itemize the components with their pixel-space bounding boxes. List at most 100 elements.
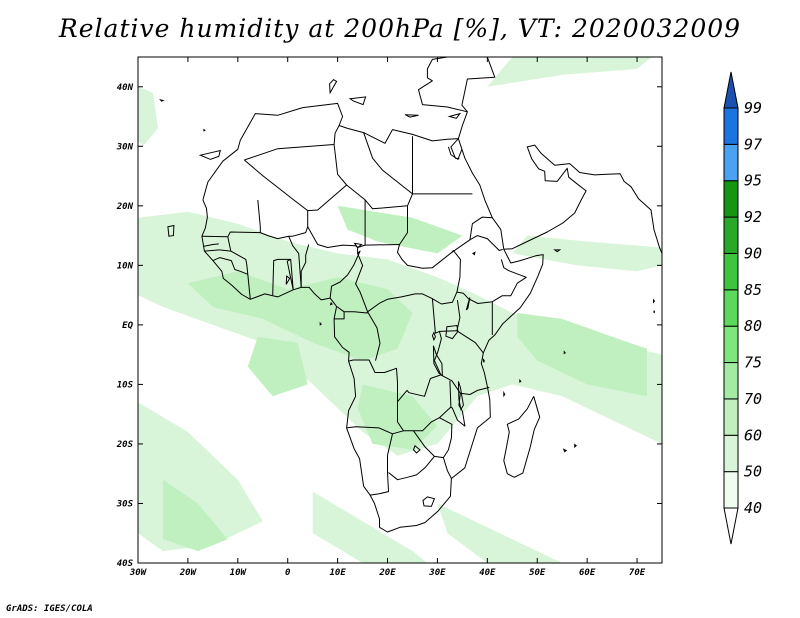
- coastline-or-border: [461, 57, 496, 113]
- colorbar-label: 50: [744, 463, 762, 481]
- colorbar-label: 85: [744, 281, 762, 299]
- colorbar-low-arrow: [723, 507, 739, 545]
- coastline-or-border: [451, 216, 493, 253]
- coastline-or-border: [370, 455, 389, 496]
- lon-tick-label: 10W: [230, 568, 248, 578]
- lake-outline: [472, 251, 476, 256]
- coastline-or-border: [202, 57, 468, 201]
- coastline-or-border: [456, 259, 527, 304]
- colorbar-label: 97: [744, 135, 762, 153]
- coastline-or-border: [227, 236, 251, 300]
- colorbar-label: 90: [744, 244, 762, 262]
- lat-tick-label: 20N: [116, 202, 134, 212]
- coastline-or-border: [439, 417, 453, 479]
- lake-outline: [412, 444, 421, 454]
- lon-tick-label: 40E: [479, 568, 496, 578]
- lon-tick-label: 70E: [629, 568, 646, 578]
- lake-outline: [445, 324, 459, 340]
- coastline-or-border: [201, 199, 544, 533]
- coastline-or-border: [355, 244, 400, 312]
- coastline-or-border: [431, 298, 442, 376]
- island-outline: [198, 149, 221, 160]
- island-outline: [503, 390, 506, 398]
- coastline-or-border: [503, 396, 541, 478]
- coastline-or-border: [204, 249, 220, 252]
- colorbar-label: 99: [744, 99, 762, 117]
- coastline-or-border: [203, 243, 219, 247]
- colorbar-segment: [723, 434, 739, 473]
- lon-tick-label: 30W: [129, 568, 148, 578]
- humidity-region: [487, 57, 652, 87]
- colorbar-label: 40: [744, 499, 762, 517]
- coastline-or-border: [440, 374, 490, 395]
- lon-tick-label: 10E: [329, 568, 346, 578]
- lat-tick-label: 30S: [116, 499, 134, 509]
- humidity-region: [517, 313, 647, 397]
- humidity-region: [512, 235, 662, 272]
- coastline-or-border: [363, 132, 413, 195]
- coastline-or-border: [334, 311, 345, 320]
- island-outline: [482, 357, 485, 363]
- colorbar-segment: [723, 398, 739, 436]
- coastline-or-border: [449, 380, 466, 427]
- lake-outline: [353, 242, 363, 249]
- lake-outline: [431, 331, 436, 342]
- colorbar-segment: [723, 216, 739, 254]
- coastline-or-border: [346, 426, 404, 435]
- lake-outline: [432, 345, 443, 377]
- humidity-region: [312, 491, 428, 563]
- lake-outline: [285, 275, 291, 285]
- island-outline: [553, 249, 562, 253]
- coastline-or-border: [387, 433, 393, 456]
- lat-tick-label: 40S: [117, 559, 134, 569]
- lake-outline: [422, 496, 436, 507]
- colorbar-label: 60: [744, 426, 762, 444]
- colorbar-label: 95: [744, 172, 762, 190]
- island-outline: [562, 448, 568, 453]
- island-outline: [203, 128, 206, 132]
- island-outline: [653, 298, 656, 304]
- island-outline: [519, 378, 522, 383]
- island-outline: [167, 224, 175, 237]
- coastline-or-border: [450, 138, 460, 160]
- island-outline: [159, 99, 165, 102]
- coastline-or-border: [286, 258, 294, 290]
- island-outline: [653, 310, 656, 314]
- colorbar-segment: [723, 362, 739, 400]
- colorbar: 40 50 60 70 75 80 85 90 92 95 97 99: [723, 71, 762, 545]
- humidity-region: [437, 503, 563, 563]
- island-outline: [329, 301, 333, 306]
- coastline-or-border: [272, 258, 294, 296]
- coastline-or-border: [329, 250, 361, 299]
- coastline-or-border: [212, 257, 248, 275]
- colorbar-segment: [723, 325, 739, 364]
- lat-tick-label: 10N: [117, 261, 134, 271]
- colorbar-label: 80: [744, 317, 762, 335]
- island-outline: [348, 96, 367, 106]
- coastline-or-border: [219, 249, 231, 252]
- coastline-or-border: [201, 199, 261, 238]
- humidity-region: [187, 271, 413, 361]
- coastline-or-border: [457, 138, 662, 254]
- island-outline: [574, 443, 578, 448]
- island-outline: [447, 112, 462, 119]
- coastline-or-border: [397, 401, 452, 432]
- lat-tick-label: 20S: [116, 440, 134, 450]
- humidity-region: [337, 205, 463, 254]
- coastline-or-border: [367, 205, 461, 313]
- colorbar-label: 70: [744, 390, 762, 408]
- lon-tick-label: 30E: [428, 568, 446, 578]
- colorbar-segment: [723, 143, 739, 182]
- coastline-or-border: [469, 235, 503, 251]
- lat-tick-label: 10S: [117, 380, 134, 390]
- lat-tick-label: 30N: [116, 142, 134, 152]
- coastline-or-border: [413, 430, 435, 457]
- lat-tick-label: EQ: [122, 321, 133, 331]
- colorbar-label: 92: [744, 208, 762, 226]
- island-outline: [563, 350, 566, 355]
- colorbar-segment: [723, 289, 739, 327]
- coastline-or-border: [336, 305, 369, 314]
- colorbar-segment: [723, 180, 739, 218]
- humidity-region: [247, 336, 308, 397]
